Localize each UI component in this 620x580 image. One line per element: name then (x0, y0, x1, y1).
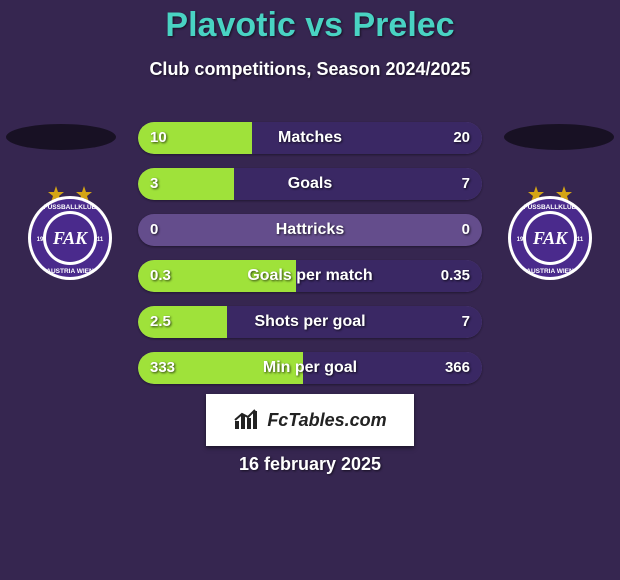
bar-right-fill (296, 260, 482, 292)
stat-bar: 0.30.35Goals per match (138, 260, 482, 292)
decorative-shadow-right (504, 124, 614, 150)
decorative-shadow-left (6, 124, 116, 150)
bar-left-value: 0 (150, 214, 158, 246)
brand-logo-box: FcTables.com (206, 394, 414, 446)
page-title: Plavotic vs Prelec (0, 0, 620, 45)
bar-left-fill (138, 168, 234, 200)
comparison-infographic: Plavotic vs Prelec Club competitions, Se… (0, 0, 620, 580)
stat-bar: 333366Min per goal (138, 352, 482, 384)
svg-text:FAK: FAK (52, 228, 89, 248)
svg-text:FUSSBALLKLUB: FUSSBALLKLUB (524, 204, 577, 211)
bar-left-fill (138, 260, 296, 292)
brand-name: FcTables.com (267, 410, 386, 431)
stat-bar: 1020Matches (138, 122, 482, 154)
svg-text:11: 11 (577, 237, 584, 243)
bar-left-fill (138, 122, 252, 154)
page-subtitle: Club competitions, Season 2024/2025 (0, 59, 620, 80)
comparison-bars: 1020Matches 37Goals 0 0Hattricks 0.30.35Goal… (138, 122, 482, 398)
club-badge-left: FAK FUSSBALLKLUB AUSTRIA WIEN 19 11 (20, 182, 120, 282)
svg-text:19: 19 (517, 237, 524, 243)
bar-right-fill (227, 306, 482, 338)
svg-text:AUSTRIA WIEN: AUSTRIA WIEN (46, 268, 94, 275)
svg-text:19: 19 (37, 237, 44, 243)
svg-text:FAK: FAK (532, 228, 569, 248)
date-text: 16 february 2025 (0, 454, 620, 475)
svg-text:11: 11 (97, 237, 104, 243)
bar-left-fill (138, 352, 303, 384)
bar-right-value: 0 (462, 214, 470, 246)
svg-text:AUSTRIA WIEN: AUSTRIA WIEN (526, 268, 574, 275)
stat-bar: 0 0Hattricks (138, 214, 482, 246)
bar-label: Hattricks (138, 214, 482, 246)
bar-chart-icon (233, 409, 261, 431)
svg-text:FUSSBALLKLUB: FUSSBALLKLUB (44, 204, 97, 211)
bar-left-fill (138, 306, 227, 338)
stat-bar: 2.57Shots per goal (138, 306, 482, 338)
club-badge-right: FAK FUSSBALLKLUB AUSTRIA WIEN 19 11 (500, 182, 600, 282)
bar-right-fill (252, 122, 482, 154)
stat-bar: 37Goals (138, 168, 482, 200)
bar-right-fill (234, 168, 482, 200)
bar-right-fill (303, 352, 482, 384)
